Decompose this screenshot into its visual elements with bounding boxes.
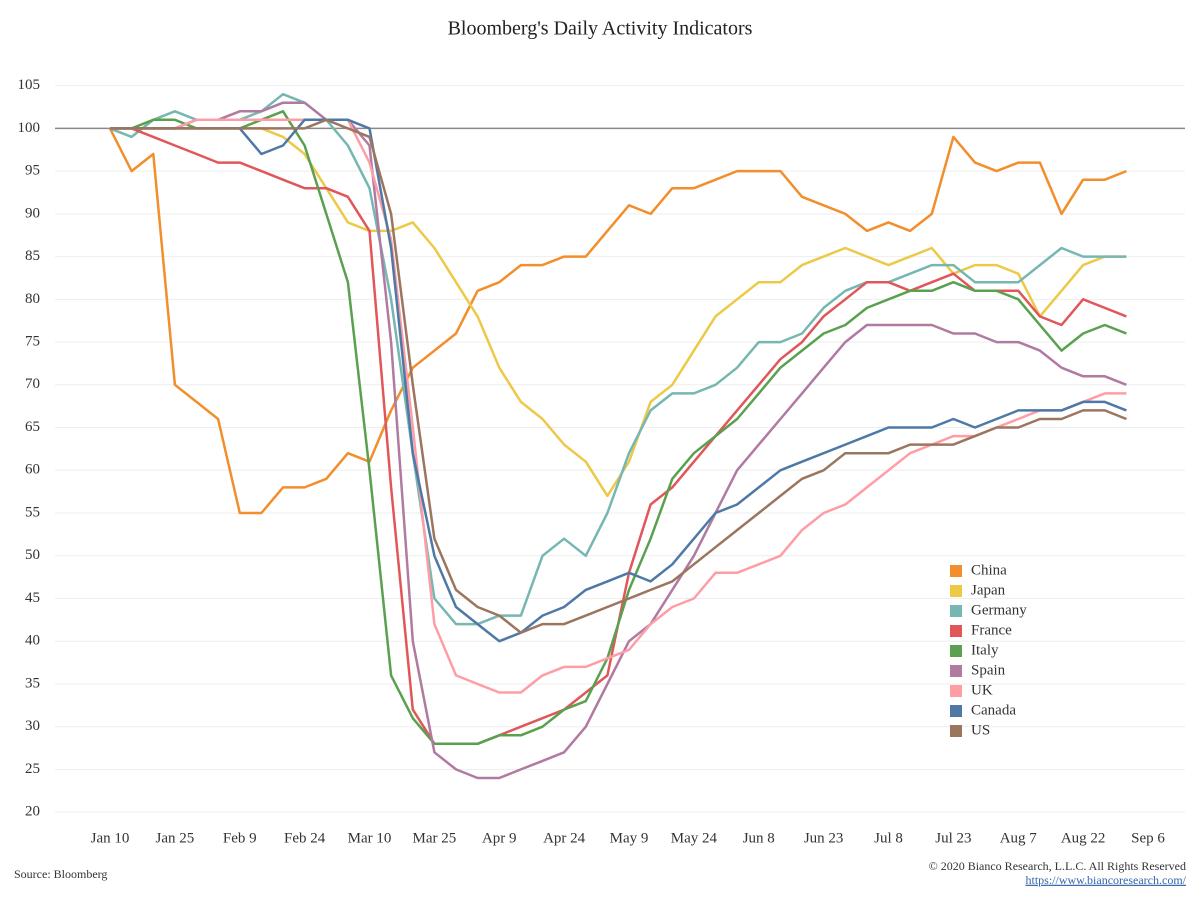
legend-swatch <box>950 725 962 737</box>
line <box>110 118 1127 634</box>
legend-swatch <box>950 565 962 577</box>
y-tick-label: 40 <box>25 633 40 649</box>
legend-label: France <box>971 622 1012 638</box>
legend-label: US <box>971 722 990 738</box>
y-tick-label: 60 <box>25 462 40 478</box>
x-tick-label: Apr 24 <box>543 830 586 846</box>
legend-swatch <box>950 705 962 717</box>
legend-label: China <box>971 562 1007 578</box>
y-tick-label: 90 <box>25 205 40 221</box>
source: Source: Bloomberg <box>14 867 107 881</box>
legend-label: UK <box>971 682 993 698</box>
legend-swatch <box>950 685 962 697</box>
y-tick-label: 70 <box>25 376 40 392</box>
y-tick-label: 35 <box>25 675 40 691</box>
legend-swatch <box>950 625 962 637</box>
legend-swatch <box>950 645 962 657</box>
x-tick-label: Jul 23 <box>935 830 971 846</box>
y-tick-label: 80 <box>25 291 40 307</box>
x-tick-label: Apr 9 <box>482 830 517 846</box>
chart-title: Bloomberg's Daily Activity Indicators <box>448 18 753 40</box>
y-tick-label: 95 <box>25 163 40 179</box>
line <box>110 127 1127 498</box>
y-tick-label: 55 <box>25 504 40 520</box>
x-tick-label: Mar 25 <box>413 830 457 846</box>
line <box>110 118 1127 643</box>
x-tick-label: Jul 8 <box>874 830 903 846</box>
legend-label: Canada <box>971 702 1016 718</box>
y-tick-label: 45 <box>25 590 40 606</box>
x-tick-label: Jan 25 <box>156 830 195 846</box>
x-tick-label: May 9 <box>610 830 649 846</box>
url[interactable]: https://www.biancoresearch.com/ <box>1025 873 1186 887</box>
line <box>110 118 1127 694</box>
legend-swatch <box>950 665 962 677</box>
legend-label: Japan <box>971 582 1006 598</box>
y-tick-label: 100 <box>18 120 41 136</box>
y-tick-label: 65 <box>25 419 40 435</box>
y-tick-label: 50 <box>25 547 40 563</box>
line <box>108 127 1127 515</box>
x-tick-label: Mar 10 <box>348 830 392 846</box>
x-tick-label: Sep 6 <box>1131 830 1165 846</box>
y-tick-label: 20 <box>25 804 40 820</box>
y-tick-label: 30 <box>25 718 40 734</box>
x-tick-label: Aug 7 <box>1000 830 1038 846</box>
line <box>109 92 1127 626</box>
x-tick-label: Aug 22 <box>1061 830 1106 846</box>
x-tick-label: Feb 9 <box>223 830 257 846</box>
y-tick-label: 75 <box>25 334 40 350</box>
y-tick-label: 105 <box>18 77 41 93</box>
legend-swatch <box>950 585 962 597</box>
legend-label: Italy <box>971 642 999 658</box>
copyright: © 2020 Bianco Research, L.L.C. All Right… <box>929 859 1186 873</box>
x-tick-label: Jan 10 <box>91 830 130 846</box>
legend-label: Germany <box>971 602 1027 618</box>
x-tick-label: Jun 23 <box>804 830 844 846</box>
legend-swatch <box>950 605 962 617</box>
line <box>110 110 1127 746</box>
line <box>110 101 1127 780</box>
x-tick-label: Jun 8 <box>743 830 775 846</box>
x-tick-label: May 24 <box>671 830 718 846</box>
y-tick-label: 85 <box>25 248 40 264</box>
x-tick-label: Feb 24 <box>284 830 326 846</box>
y-tick-label: 25 <box>25 761 40 777</box>
legend-label: Spain <box>971 662 1006 678</box>
